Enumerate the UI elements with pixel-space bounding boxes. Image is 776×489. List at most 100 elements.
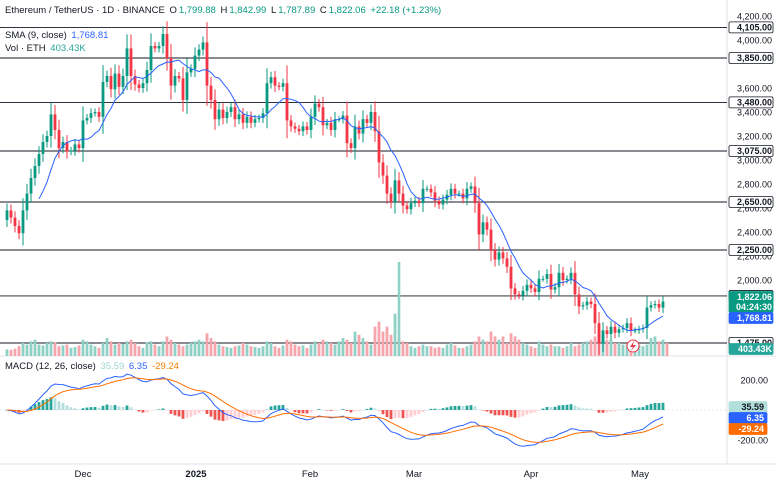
volume-bar: [153, 344, 157, 356]
candle-body: [589, 301, 593, 304]
volume-bar: [301, 345, 305, 356]
macd-hist-bar: [645, 405, 649, 410]
macd-hist-bar: [521, 410, 525, 417]
volume-bar: [365, 341, 369, 356]
volume-bar: [173, 342, 177, 356]
candle-body: [433, 192, 437, 201]
low-label: L: [270, 5, 277, 16]
candle-body: [489, 229, 493, 250]
volume-bar: [417, 346, 421, 356]
candle-body: [633, 330, 637, 332]
volume-bar: [649, 338, 653, 356]
volume-bar: [217, 344, 221, 356]
macd-hist-bar: [473, 406, 477, 410]
sma-legend[interactable]: SMA (9, close) 1,768.81: [5, 30, 110, 42]
candle-body: [369, 112, 373, 123]
candle-body: [105, 76, 109, 82]
volume-bar: [17, 346, 21, 356]
candle-body: [149, 46, 153, 70]
macd-hist-bar: [301, 410, 305, 414]
candle-body: [389, 193, 393, 202]
volume-bar: [49, 341, 53, 356]
candle-body: [517, 294, 521, 296]
candle-body: [89, 113, 93, 118]
time-label: Apr: [524, 469, 539, 480]
candle-body: [297, 128, 301, 132]
macd-hist-bar: [209, 410, 213, 417]
candle-body: [157, 46, 161, 49]
candle-body: [573, 272, 577, 295]
badge-box: [728, 244, 774, 256]
volume-bar: [421, 344, 425, 356]
volume-bar: [161, 341, 165, 356]
sma-value: 1,768.81: [71, 30, 109, 41]
volume-bar: [581, 342, 585, 356]
volume-bar: [337, 341, 341, 356]
candle-body: [229, 107, 233, 112]
ohlc-legend: Ethereum / TetherUS · 1D · BINANCE O 1,79…: [5, 5, 443, 17]
macd-hist-bar: [409, 410, 413, 417]
macd-axis-badge: 35.59: [728, 401, 768, 413]
volume-bar: [321, 339, 325, 356]
volume-bar: [89, 344, 93, 356]
macd-hist-bar: [69, 407, 73, 410]
macd-hist-bar: [317, 409, 321, 410]
candle-body: [465, 188, 469, 199]
candle-body: [17, 226, 21, 234]
volume-bar: [473, 341, 477, 356]
candle-body: [309, 116, 313, 130]
candle-body: [649, 305, 653, 308]
macd-hist-bar: [653, 403, 657, 410]
volume-label: Vol · ETH: [5, 43, 46, 54]
volume-bar: [565, 346, 569, 356]
macd-hist-bar: [157, 409, 161, 410]
macd-hist-bar: [537, 410, 541, 411]
volume-bar: [69, 347, 73, 356]
volume-bar: [317, 342, 321, 356]
candle-body: [37, 154, 41, 166]
macd-hist-bar: [249, 410, 253, 416]
candle-body: [109, 76, 113, 90]
candle-body: [569, 272, 573, 279]
candle-body: [285, 83, 289, 121]
candle-body: [625, 323, 629, 328]
macd-hist-bar: [261, 410, 265, 413]
macd-legend[interactable]: MACD (12, 26, close) 35.59 6.35 -29.24: [5, 361, 181, 373]
macd-hist-bar: [193, 410, 197, 415]
volume-bar: [313, 341, 317, 356]
price-axis-badge: 2,250.00: [728, 244, 774, 256]
macd-hist-bar: [257, 410, 261, 414]
candle-body: [477, 203, 481, 235]
volume-bar: [329, 342, 333, 356]
macd-hist-bar: [341, 409, 345, 410]
volume-bar: [181, 346, 185, 356]
macd-hist-bar: [197, 410, 201, 414]
macd-hist-bar: [117, 406, 121, 410]
volume-bar: [77, 345, 81, 356]
volume-bar: [385, 326, 389, 356]
candle-body: [73, 144, 77, 151]
volume-bar: [25, 344, 29, 356]
macd-hist-bar: [609, 410, 613, 412]
candle-body: [613, 326, 617, 333]
candle-body: [657, 304, 661, 308]
candle-body: [597, 323, 601, 344]
macd-hist-bar: [177, 410, 181, 417]
macd-hist-bar: [421, 410, 425, 412]
volume-bar: [465, 346, 469, 356]
macd-hist-bar: [385, 410, 389, 418]
volume-bar: [225, 347, 229, 356]
volume-bar: [213, 341, 217, 356]
candle-body: [305, 126, 309, 130]
macd-hist-bar: [605, 410, 609, 413]
macd-hist-bar: [229, 410, 233, 420]
volume-bar: [521, 342, 525, 356]
candle-body: [405, 205, 409, 210]
price-tick-label: 4,200.00: [737, 12, 772, 22]
candle-body: [361, 119, 365, 134]
volume-bar: [589, 339, 593, 356]
macd-hist-bar: [437, 408, 441, 410]
volume-bar: [645, 344, 649, 356]
volume-bar: [453, 345, 457, 356]
volume-legend[interactable]: Vol · ETH 403.43K: [5, 43, 88, 55]
